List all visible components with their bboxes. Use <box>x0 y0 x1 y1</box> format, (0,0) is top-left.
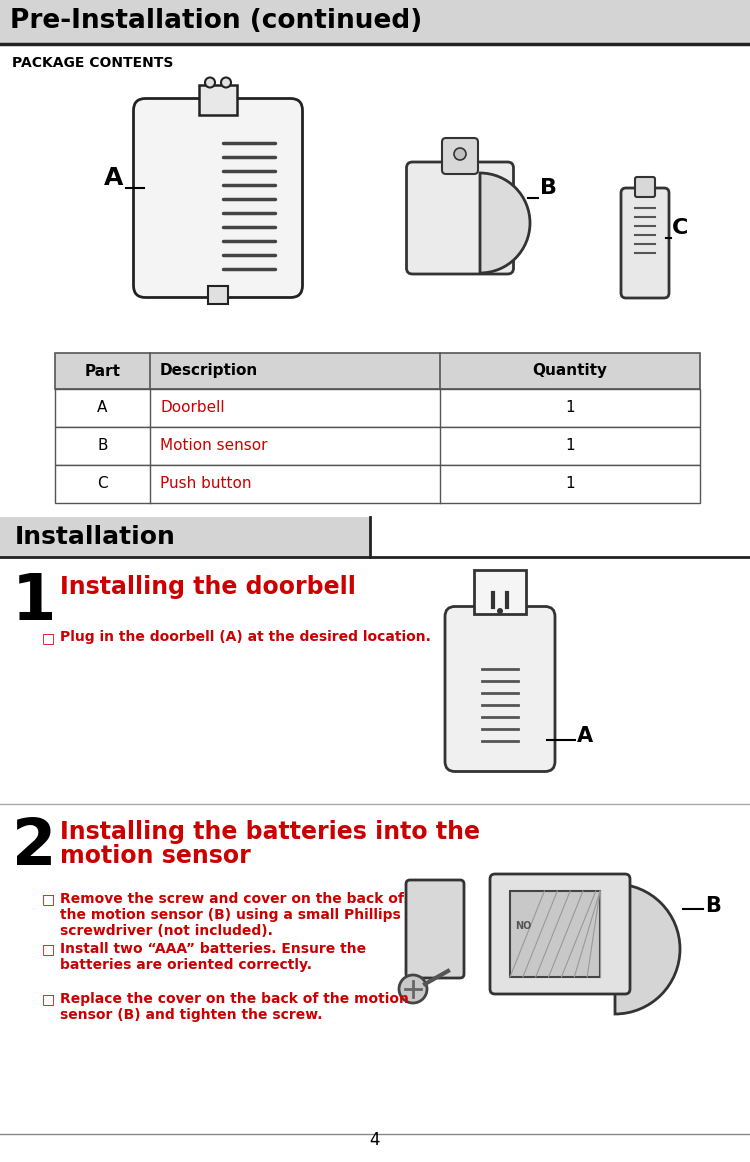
Text: 1: 1 <box>566 476 574 492</box>
FancyBboxPatch shape <box>406 162 514 274</box>
Bar <box>55 465 700 503</box>
Text: Installing the doorbell: Installing the doorbell <box>60 575 355 598</box>
Text: Remove the screw and cover on the back of
the motion sensor (B) using a small Ph: Remove the screw and cover on the back o… <box>60 892 404 939</box>
Bar <box>208 286 228 303</box>
Text: PACKAGE CONTENTS: PACKAGE CONTENTS <box>12 56 173 70</box>
Text: 1: 1 <box>12 571 56 633</box>
Wedge shape <box>480 173 530 273</box>
Text: A: A <box>98 401 108 416</box>
Bar <box>55 389 700 426</box>
Text: □: □ <box>42 942 56 956</box>
Text: A: A <box>104 166 123 191</box>
FancyBboxPatch shape <box>621 188 669 297</box>
Text: Plug in the doorbell (A) at the desired location.: Plug in the doorbell (A) at the desired … <box>60 630 430 644</box>
Text: Quantity: Quantity <box>532 364 608 379</box>
Text: Push button: Push button <box>160 476 251 492</box>
Text: Installing the batteries into the: Installing the batteries into the <box>60 820 480 844</box>
Text: NO: NO <box>515 921 531 931</box>
Bar <box>474 571 526 614</box>
Text: 2: 2 <box>12 816 56 878</box>
Text: Part: Part <box>85 364 121 379</box>
Bar <box>55 353 700 389</box>
Bar <box>510 891 600 977</box>
Circle shape <box>497 608 503 614</box>
Text: motion sensor: motion sensor <box>60 844 250 868</box>
Text: C: C <box>98 476 108 492</box>
Text: Motion sensor: Motion sensor <box>160 438 268 453</box>
Text: Installation: Installation <box>15 525 176 548</box>
Text: Description: Description <box>160 364 258 379</box>
Text: C: C <box>672 218 688 238</box>
Circle shape <box>454 148 466 160</box>
Bar <box>0 0 750 44</box>
FancyBboxPatch shape <box>406 880 464 978</box>
Circle shape <box>205 78 215 87</box>
FancyBboxPatch shape <box>490 874 630 994</box>
Text: Pre-Installation (continued): Pre-Installation (continued) <box>10 8 422 34</box>
Bar <box>199 85 237 115</box>
Text: B: B <box>98 438 108 453</box>
Text: 1: 1 <box>566 401 574 416</box>
Text: Replace the cover on the back of the motion
sensor (B) and tighten the screw.: Replace the cover on the back of the mot… <box>60 992 409 1023</box>
Text: □: □ <box>42 992 56 1006</box>
Bar <box>55 426 700 465</box>
Circle shape <box>399 975 427 1003</box>
Text: □: □ <box>42 892 56 906</box>
Text: Doorbell: Doorbell <box>160 401 225 416</box>
Text: 4: 4 <box>370 1131 380 1149</box>
FancyBboxPatch shape <box>442 138 478 174</box>
FancyBboxPatch shape <box>635 177 655 198</box>
Text: B: B <box>539 178 556 198</box>
FancyBboxPatch shape <box>134 99 302 297</box>
Bar <box>0 517 370 557</box>
FancyBboxPatch shape <box>445 607 555 772</box>
Text: 1: 1 <box>566 438 574 453</box>
Wedge shape <box>615 884 680 1014</box>
Text: □: □ <box>42 631 56 645</box>
Circle shape <box>221 78 231 87</box>
Text: A: A <box>577 726 593 746</box>
Text: Install two “AAA” batteries. Ensure the
batteries are oriented correctly.: Install two “AAA” batteries. Ensure the … <box>60 942 366 973</box>
Text: B: B <box>705 896 721 916</box>
